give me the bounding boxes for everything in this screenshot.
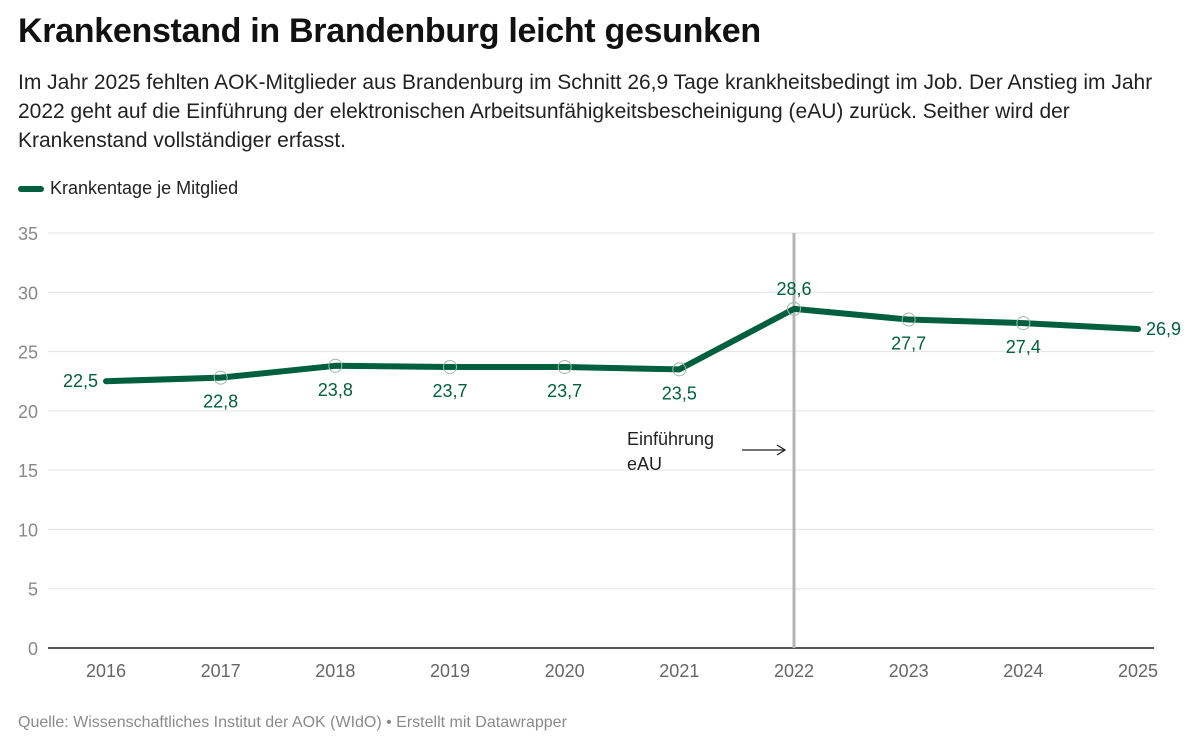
- annotation-text: eAU: [627, 454, 662, 474]
- x-tick-label: 2024: [1003, 661, 1043, 681]
- data-label: 28,6: [776, 279, 811, 299]
- x-tick-label: 2020: [545, 661, 585, 681]
- data-point: [901, 312, 916, 327]
- y-tick-label: 20: [18, 402, 38, 422]
- chart-title: Krankenstand in Brandenburg leicht gesun…: [18, 12, 761, 50]
- x-tick-label: 2018: [315, 661, 355, 681]
- data-label: 22,8: [203, 392, 238, 412]
- legend-label: Krankentage je Mitglied: [50, 178, 239, 198]
- y-tick-label: 10: [18, 520, 38, 540]
- chart-description: Im Jahr 2025 fehlten AOK-Mitglieder aus …: [18, 71, 1153, 152]
- source-footer: Quelle: Wissenschaftliches Institut der …: [18, 714, 567, 731]
- legend-swatch: [18, 185, 44, 192]
- data-label: 23,8: [318, 380, 353, 400]
- data-label: 22,5: [63, 371, 98, 391]
- x-tick-label: 2016: [86, 661, 126, 681]
- y-tick-label: 5: [28, 580, 38, 600]
- data-point: [443, 359, 457, 374]
- y-tick-label: 15: [18, 461, 38, 481]
- x-tick-label: 2021: [659, 661, 699, 681]
- data-point: [557, 359, 572, 374]
- data-label: 23,7: [547, 381, 582, 401]
- data-point: [1016, 316, 1031, 331]
- y-tick-label: 35: [18, 224, 38, 244]
- label-layer: 22,5 22,8 23,8 23,7 23,7 23,5 28,6 27,7 27,4 26,9: [63, 279, 1181, 412]
- data-label: 27,7: [891, 334, 926, 354]
- x-tick-label: 2022: [774, 661, 814, 681]
- annotation-text: Einführung: [627, 429, 714, 449]
- annotation-layer: Einführung eAU: [627, 233, 796, 648]
- line-layer: [103, 301, 1141, 385]
- data-label: 23,5: [662, 383, 697, 403]
- series-line: [103, 305, 1141, 385]
- data-point: [213, 370, 228, 385]
- y-tick-label: 0: [28, 639, 38, 659]
- x-tick-label: 2019: [430, 661, 470, 681]
- data-point: [328, 358, 343, 373]
- x-tick-label: 2017: [201, 661, 241, 681]
- data-point: [787, 301, 801, 316]
- x-tick-label: 2025: [1118, 661, 1158, 681]
- x-tick-label: 2023: [889, 661, 929, 681]
- legend: Krankentage je Mitglied: [18, 178, 238, 199]
- data-point: [672, 362, 687, 377]
- data-label: 26,9: [1146, 319, 1181, 339]
- data-label: 23,7: [432, 381, 467, 401]
- annotation-arrow-head: [776, 444, 787, 456]
- y-tick-label: 30: [18, 283, 38, 303]
- y-tick-label: 25: [18, 343, 38, 363]
- data-label: 27,4: [1006, 337, 1041, 357]
